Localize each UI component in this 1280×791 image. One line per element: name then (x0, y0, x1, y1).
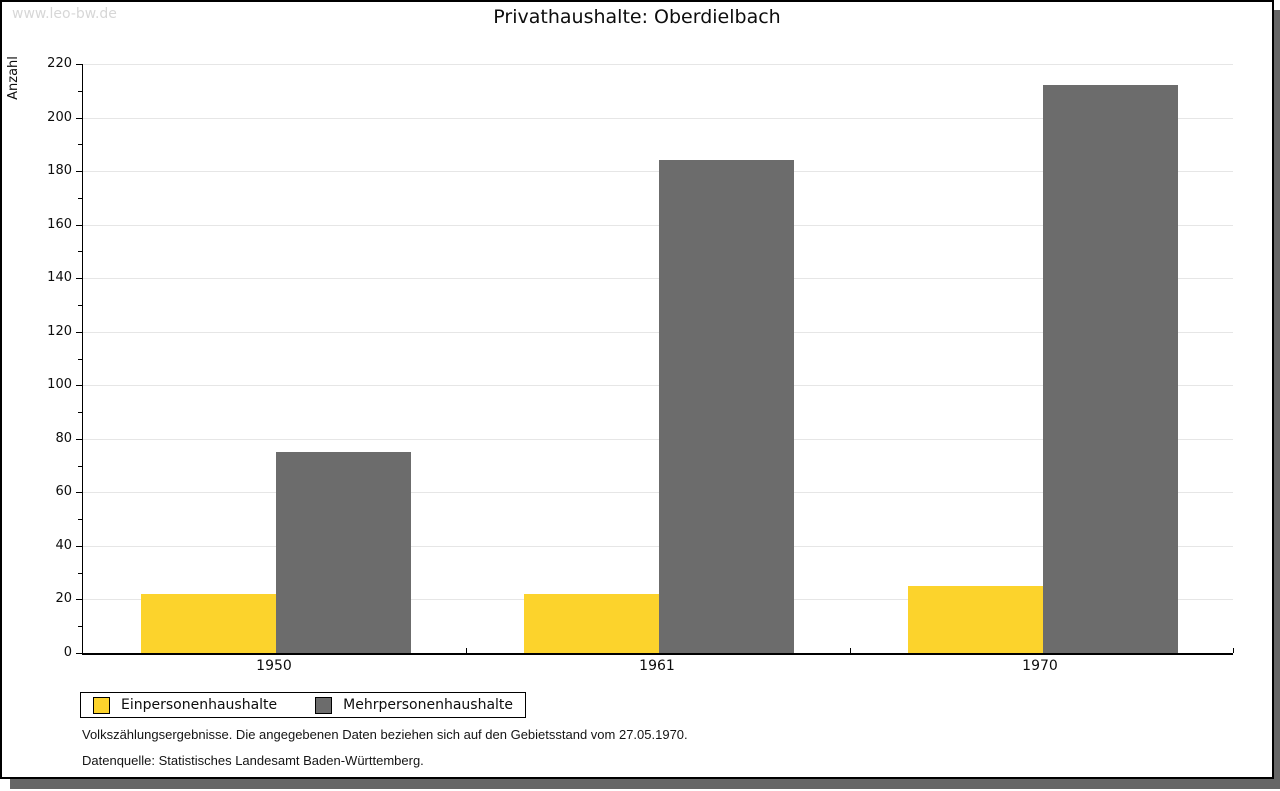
y-minor-tick (78, 197, 82, 199)
y-major-tick (76, 278, 82, 280)
y-tick-label: 80 (55, 430, 72, 446)
y-tick-label: 40 (55, 537, 72, 553)
y-tick-label: 220 (47, 56, 72, 71)
gridline (83, 438, 1233, 440)
y-minor-tick (78, 358, 82, 360)
chart-title: Privathaushalte: Oberdielbach (493, 6, 781, 28)
footnote-census-note: Volkszählungsergebnisse. Die angegebenen… (82, 727, 688, 742)
x-tick-label: 1970 (1022, 658, 1058, 674)
y-tick-label: 200 (47, 109, 72, 125)
gridline (83, 117, 1233, 119)
y-tick-label: 180 (47, 163, 72, 179)
y-tick-label: 120 (47, 323, 72, 339)
footnote-data-source: Datenquelle: Statistisches Landesamt Bad… (82, 753, 424, 768)
y-tick-label: 20 (55, 591, 72, 607)
y-major-tick (76, 117, 82, 119)
legend: Einpersonenhaushalte Mehrpersonenhaushal… (80, 692, 527, 718)
y-minor-tick (78, 519, 82, 521)
y-axis-label: Anzahl (6, 56, 21, 100)
legend-swatch-mehrpersonenhaushalte (315, 696, 333, 714)
y-tick-label: 140 (47, 270, 72, 286)
watermark: www.leo-bw.de (12, 6, 117, 22)
y-major-tick (76, 385, 82, 387)
gridline (83, 545, 1233, 547)
y-tick-label: 160 (47, 216, 72, 232)
plot-area (82, 64, 1234, 655)
y-major-tick (76, 438, 82, 440)
gridline (83, 331, 1233, 333)
y-major-tick (76, 331, 82, 333)
y-tick-label: 100 (47, 377, 72, 393)
y-minor-tick (78, 412, 82, 414)
legend-label-einpersonenhaushalte: Einpersonenhaushalte (121, 697, 278, 713)
gridline (83, 492, 1233, 494)
gridline (83, 278, 1233, 280)
legend-swatch-einpersonenhaushalte (93, 696, 110, 714)
gridline (83, 224, 1233, 226)
gridline (83, 171, 1233, 173)
gridline (83, 385, 1233, 387)
x-boundary-tick (850, 648, 851, 653)
y-major-tick (76, 492, 82, 494)
bar-1970-einpersonenhaushalte (908, 586, 1043, 653)
y-major-tick (76, 171, 82, 173)
y-major-tick (76, 545, 82, 547)
bar-1950-einpersonenhaushalte (141, 594, 276, 653)
bar-1950-mehrpersonenhaushalte (276, 452, 411, 653)
y-major-tick (76, 224, 82, 226)
y-major-tick (76, 599, 82, 601)
x-tick-label: 1950 (256, 658, 292, 674)
y-minor-tick (78, 251, 82, 253)
y-minor-tick (78, 626, 82, 628)
y-minor-tick (78, 572, 82, 574)
y-major-tick (76, 64, 82, 65)
bar-1961-mehrpersonenhaushalte (659, 160, 794, 653)
bar-1970-mehrpersonenhaushalte (1043, 85, 1178, 653)
gridline (83, 64, 1233, 65)
y-minor-tick (78, 304, 82, 306)
x-boundary-tick (1233, 648, 1234, 653)
bar-1961-einpersonenhaushalte (524, 594, 659, 653)
legend-label-mehrpersonenhaushalte: Mehrpersonenhaushalte (343, 697, 514, 713)
y-minor-tick (78, 465, 82, 467)
y-minor-tick (78, 90, 82, 92)
y-tick-label: 60 (55, 484, 72, 500)
x-tick-label: 1961 (639, 658, 675, 674)
y-major-tick (76, 653, 82, 654)
x-boundary-tick (466, 648, 467, 653)
y-minor-tick (78, 144, 82, 146)
y-tick-label: 0 (63, 645, 72, 660)
